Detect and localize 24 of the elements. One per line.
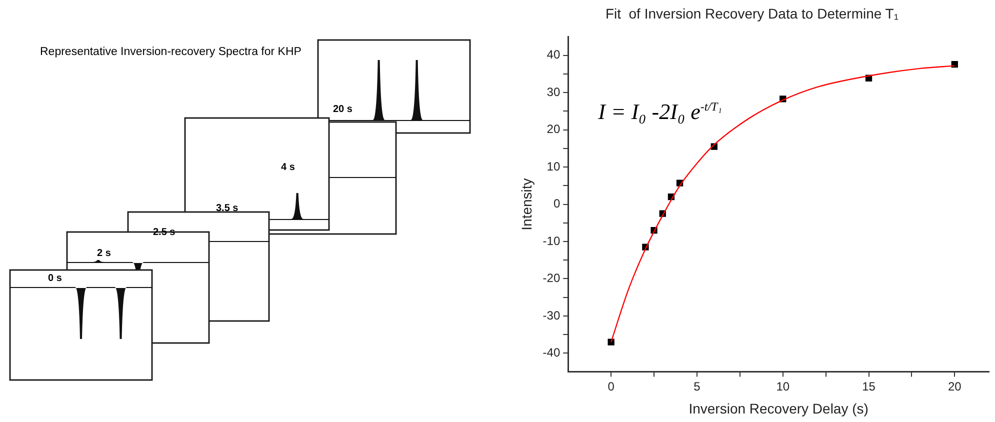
text: 0 s (48, 273, 62, 284)
x-tick-label: 5 (694, 379, 701, 394)
x-tick-label: 0 (608, 379, 615, 394)
y-tick-label: -30 (542, 308, 560, 322)
annotation: I = I₀ -2I₀ e$^{-t/T₁}$ (598, 98, 722, 125)
y-tick-label: -10 (542, 234, 560, 248)
x-axis-title: Inversion Recovery Delay (s) (688, 400, 868, 416)
text: 20 s (333, 104, 352, 115)
y-tick-label: 40 (546, 48, 560, 62)
y-axis-title: Intensity (518, 178, 534, 230)
y-tick-label: 30 (546, 84, 560, 99)
x-tick-label: 10 (776, 379, 790, 394)
text: 4 s (281, 162, 295, 173)
y-tick-label: 0 (553, 196, 560, 211)
y-tick-label: 10 (546, 159, 560, 174)
chart-title: Fit of Inversion Recovery Data to Determine T₁ (605, 5, 899, 22)
y-tick-label: 20 (546, 122, 560, 136)
text: 3.5 s (216, 203, 238, 214)
y-tick-label: -40 (542, 346, 560, 360)
text: 2 s (97, 248, 111, 259)
x-tick-label: 20 (948, 379, 962, 394)
x-tick-label: 15 (862, 379, 876, 394)
y-tick-label: -20 (542, 271, 560, 286)
text: Representative Inversion-recovery Spectra for KHP (40, 46, 302, 58)
